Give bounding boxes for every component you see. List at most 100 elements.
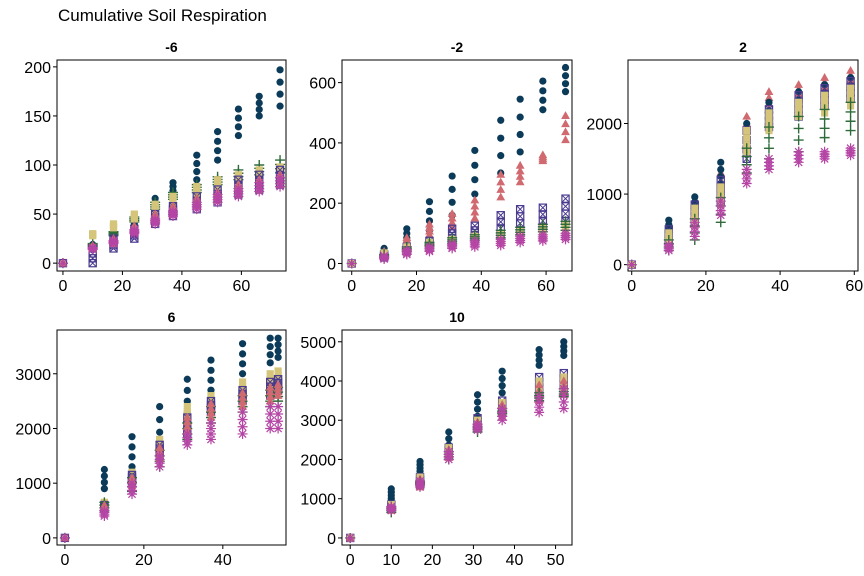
data-point (561, 202, 570, 211)
data-point (793, 111, 804, 122)
data-point (793, 123, 804, 134)
data-point (213, 128, 222, 136)
data-point (403, 225, 411, 233)
y-tick-label: 1000 (300, 492, 336, 509)
y-tick-label: 200 (309, 196, 336, 213)
data-point (846, 84, 855, 92)
data-point (561, 63, 570, 72)
data-point (168, 201, 178, 210)
data-point (346, 258, 357, 269)
data-point (539, 87, 547, 95)
data-point (558, 390, 569, 401)
y-tick-label: 2000 (300, 452, 336, 469)
series-star (346, 228, 571, 269)
series-square (628, 84, 855, 269)
data-point (205, 423, 216, 434)
data-point (471, 190, 479, 198)
data-point (182, 412, 192, 421)
data-point (515, 160, 525, 169)
data-point (534, 407, 545, 418)
data-point (560, 216, 571, 227)
data-point (448, 198, 456, 206)
data-point (764, 93, 774, 101)
data-point (425, 198, 434, 206)
series-star (345, 383, 569, 543)
x-tick-label: 20 (408, 278, 426, 295)
data-point (717, 183, 725, 191)
x-tick-label: 0 (346, 552, 355, 569)
y-tick-label: 1000 (15, 476, 51, 493)
data-point (234, 131, 243, 140)
data-point (193, 168, 201, 176)
x-tick-label: 30 (465, 552, 483, 569)
x-tick-label: 60 (537, 278, 555, 295)
data-point (765, 115, 773, 123)
y-tick-label: 0 (42, 256, 51, 273)
series-circle (628, 74, 855, 269)
data-point (558, 403, 569, 414)
data-point (274, 347, 282, 355)
data-point (274, 341, 282, 349)
data-point (274, 353, 282, 361)
data-point (470, 207, 480, 216)
data-point (534, 402, 545, 413)
data-point (497, 152, 505, 160)
data-point (691, 198, 699, 206)
series-square (61, 367, 282, 542)
data-point (276, 90, 284, 98)
data-point (169, 179, 177, 187)
data-point (470, 195, 480, 204)
data-point (265, 392, 275, 400)
panel-title: 10 (449, 309, 465, 325)
data-point (447, 238, 458, 249)
data-point (561, 88, 570, 96)
panel-4: 10 0 10 20 30 40 50 0 1000 2000 3000 4000 5000 (300, 309, 573, 569)
x-tick-label: 60 (232, 278, 250, 295)
data-point (238, 401, 247, 410)
y-tick-label: 600 (309, 76, 336, 93)
data-point (473, 405, 482, 413)
data-point (276, 102, 284, 110)
data-point (237, 421, 248, 432)
y-tick-label: 0 (42, 531, 51, 548)
y-tick-label: 0 (613, 258, 622, 275)
data-point (448, 172, 456, 180)
data-point (516, 130, 524, 139)
data-point (535, 346, 543, 354)
data-point (183, 408, 191, 416)
y-tick-label: 0 (327, 256, 336, 273)
data-point (445, 435, 453, 443)
data-point (415, 476, 426, 487)
data-point (743, 119, 751, 128)
data-point (819, 104, 830, 115)
data-point (255, 112, 263, 120)
data-point (424, 241, 435, 252)
data-point (443, 446, 454, 457)
data-point (626, 259, 637, 270)
data-point (207, 366, 215, 374)
data-point (387, 485, 395, 493)
data-point (205, 434, 216, 445)
series-triangle (60, 380, 283, 542)
data-point (539, 77, 547, 85)
data-point (274, 334, 282, 342)
data-point (845, 125, 856, 136)
data-point (689, 217, 700, 228)
data-point (498, 367, 506, 375)
data-point (846, 65, 855, 74)
data-point (273, 416, 284, 427)
panel-0: -6 0 20 40 60 0 50 100 150 200 (24, 39, 287, 295)
panel-frame (341, 329, 573, 546)
data-point (238, 360, 247, 368)
data-point (193, 159, 201, 168)
data-point (191, 197, 202, 208)
data-point (238, 350, 247, 358)
data-point (763, 122, 774, 133)
data-point (473, 391, 482, 399)
data-point (495, 234, 506, 245)
data-point (156, 435, 164, 444)
series-circle (61, 334, 282, 542)
data-point (845, 97, 856, 108)
data-point (266, 370, 274, 378)
data-point (266, 342, 274, 351)
